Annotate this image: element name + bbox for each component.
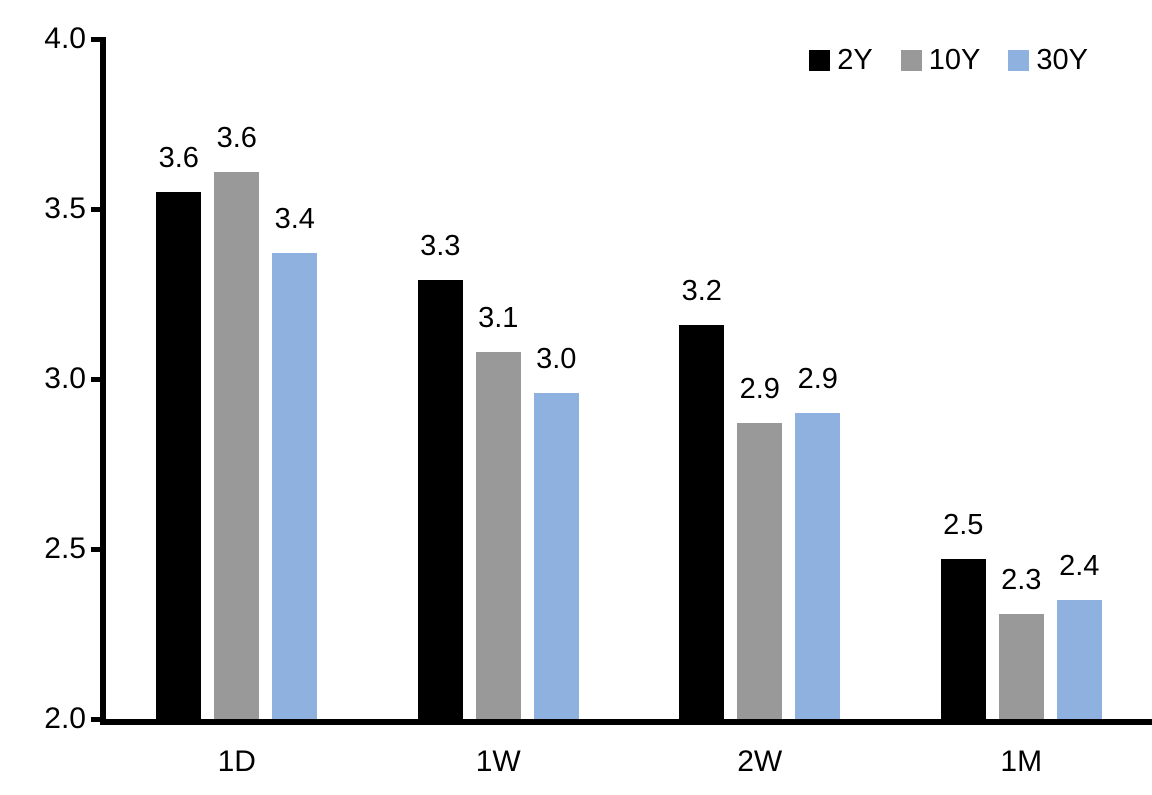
bar-value-label: 3.4	[274, 203, 315, 236]
y-tick-mark	[91, 36, 106, 42]
x-category-label: 2W	[737, 745, 783, 778]
bar-10y-1m	[998, 613, 1044, 719]
bar-value-label: 2.9	[797, 363, 838, 395]
bar-value-label: 2.9	[739, 373, 780, 406]
y-tick-mark	[91, 376, 106, 382]
x-category-label: 1W	[475, 745, 521, 778]
legend-swatch-icon	[900, 50, 922, 71]
bar-2y-1w	[417, 280, 463, 719]
x-axis	[100, 719, 1152, 725]
legend-label: 30Y	[1036, 44, 1088, 76]
x-category-label: 1D	[217, 745, 256, 778]
bar-value-label: 3.1	[478, 301, 519, 334]
bar-30y-1m	[1056, 600, 1102, 719]
y-tick-label: 2.0	[44, 702, 86, 735]
bar-30y-1w	[533, 392, 579, 719]
bar-30y-1d	[272, 253, 318, 719]
bar-10y-1w	[475, 351, 521, 719]
legend-swatch-icon	[809, 50, 831, 71]
legend: 2Y 10Y 30Y	[809, 44, 1088, 77]
y-tick-label: 3.5	[44, 192, 86, 225]
y-tick-mark	[91, 546, 106, 552]
bar-value-label: 2.4	[1059, 550, 1100, 582]
legend-item-30y: 30Y	[1008, 44, 1088, 77]
y-tick-mark	[91, 206, 106, 212]
bar-value-label: 3.3	[420, 230, 461, 263]
y-tick-label: 3.0	[44, 362, 86, 395]
x-category-label: 1M	[1000, 745, 1043, 778]
bar-value-label: 3.6	[158, 142, 199, 174]
legend-swatch-icon	[1008, 50, 1030, 71]
bar-10y-1d	[214, 171, 260, 719]
legend-label: 2Y	[837, 44, 873, 76]
bar-value-label: 2.5	[943, 509, 984, 542]
bar-30y-2w	[795, 413, 841, 719]
bar-value-label: 3.6	[216, 121, 257, 154]
bar-2y-2w	[679, 324, 725, 719]
legend-item-2y: 2Y	[809, 44, 873, 77]
bar-2y-1m	[940, 559, 986, 719]
y-tick-label: 4.0	[44, 22, 86, 55]
bar-2y-1d	[156, 192, 202, 719]
y-tick-label: 2.5	[44, 532, 86, 565]
legend-item-10y: 10Y	[900, 44, 981, 77]
y-tick-mark	[91, 716, 106, 722]
bar-10y-2w	[737, 423, 783, 719]
bar-value-label: 3.0	[536, 342, 577, 375]
legend-label: 10Y	[928, 44, 981, 76]
bar-value-label: 3.2	[681, 274, 722, 307]
bar-value-label: 2.3	[1001, 563, 1042, 596]
